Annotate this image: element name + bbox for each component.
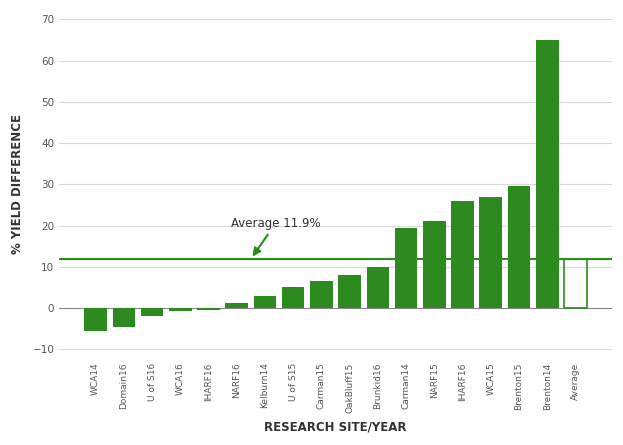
Bar [395,227,417,308]
Bar [254,295,276,308]
Bar [508,186,530,308]
Bar [169,308,191,311]
Bar [226,303,248,308]
Text: Average 11.9%: Average 11.9% [231,217,321,255]
Bar [197,308,220,310]
Bar [536,40,559,308]
Bar [310,281,333,308]
Y-axis label: % YIELD DIFFERENCE: % YIELD DIFFERENCE [11,114,24,254]
Bar [564,259,587,308]
Bar [84,308,107,331]
Bar [141,308,163,316]
Bar [451,201,474,308]
Bar [480,197,502,308]
Bar [338,275,361,308]
Bar [366,267,389,308]
Bar [113,308,135,327]
X-axis label: RESEARCH SITE/YEAR: RESEARCH SITE/YEAR [264,421,407,434]
Bar [282,287,305,308]
Bar [423,221,445,308]
